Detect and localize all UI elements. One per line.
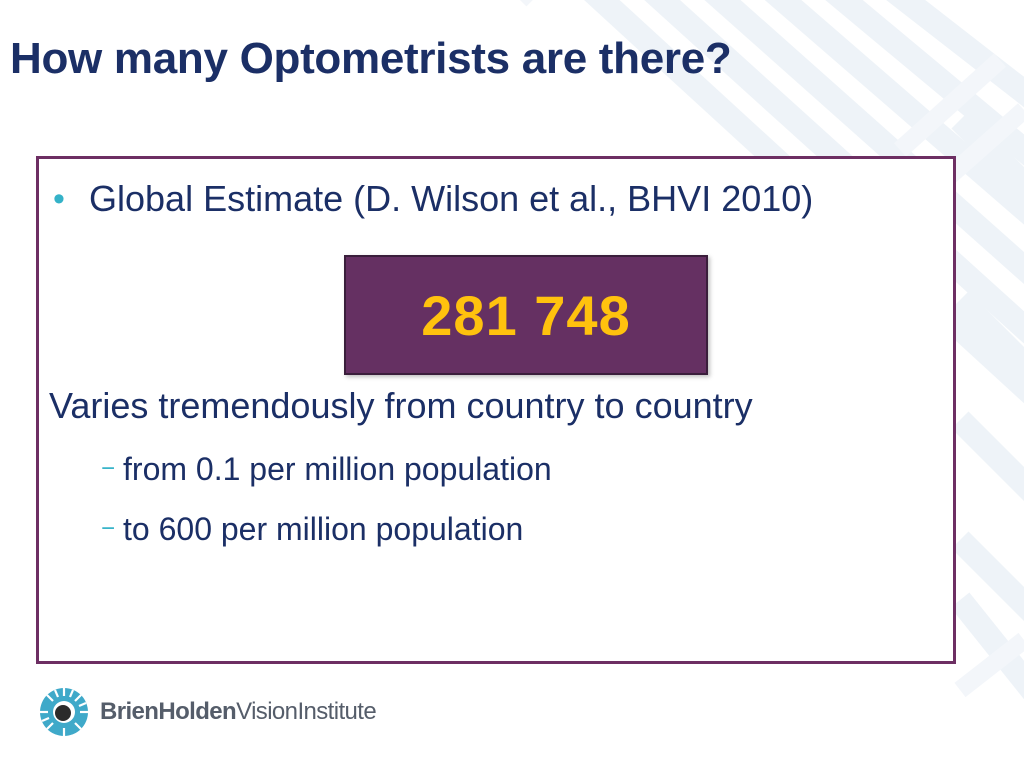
logo-word-institute: Institute	[297, 698, 377, 725]
optometrist-count-value: 281 748	[421, 283, 631, 347]
sub-item: − to 600 per million population	[101, 511, 523, 548]
logo-wordmark: BrienHoldenVisionInstitute	[100, 698, 377, 726]
logo-word-brien: Brien	[100, 698, 159, 725]
sub-item-text: from 0.1 per million population	[123, 451, 552, 487]
sub-item-text: to 600 per million population	[123, 511, 524, 547]
logo-word-holden: Holden	[158, 698, 237, 725]
optometrist-count-box: 281 748	[344, 255, 708, 375]
sub-item: − from 0.1 per million population	[101, 451, 552, 488]
dash-icon: −	[101, 515, 116, 542]
bullet-text: Global Estimate (D. Wilson et al., BHVI …	[89, 178, 814, 219]
bullet-item: • Global Estimate (D. Wilson et al., BHV…	[53, 173, 913, 225]
eye-logo-icon	[40, 688, 88, 736]
brien-holden-logo: BrienHoldenVisionInstitute	[38, 684, 377, 740]
dash-icon: −	[101, 455, 116, 482]
content-box: • Global Estimate (D. Wilson et al., BHV…	[36, 156, 956, 664]
varies-paragraph: Varies tremendously from country to coun…	[49, 385, 753, 426]
bullet-dot: •	[53, 180, 65, 218]
logo-word-vision: Vision	[236, 698, 298, 725]
slide-title: How many Optometrists are there?	[10, 34, 732, 83]
